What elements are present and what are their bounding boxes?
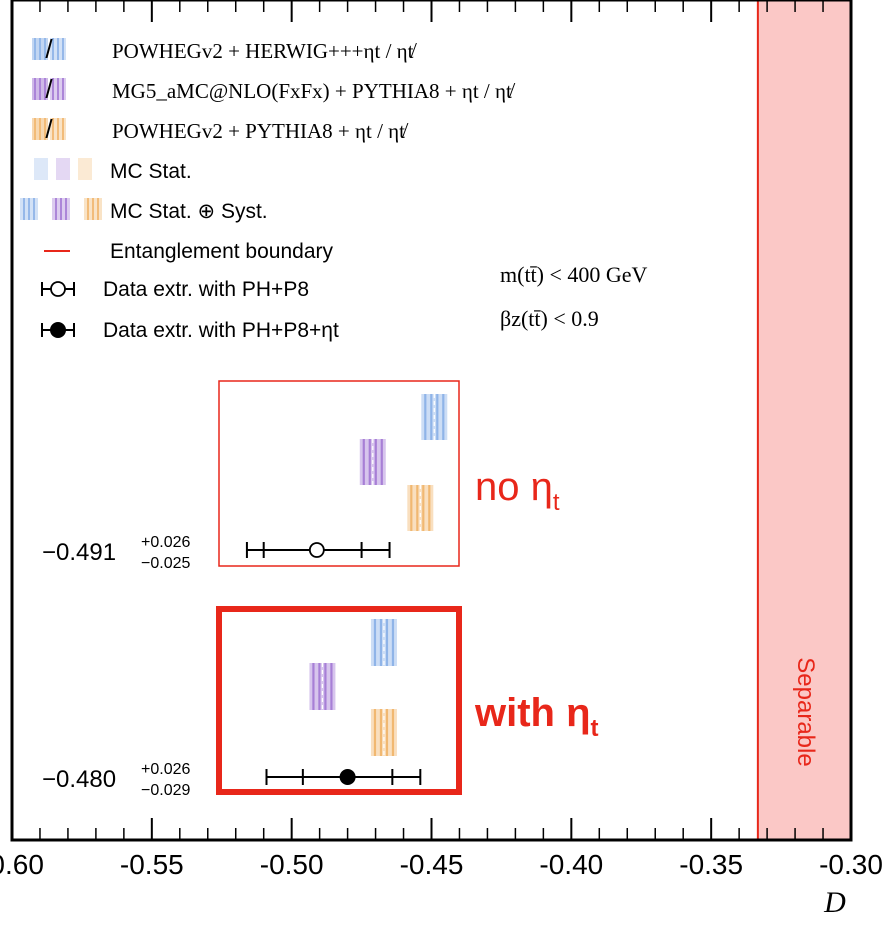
data-group: −0.480 +0.026 −0.029 with ηt [42,606,599,799]
x-tick-label: -0.45 [400,849,464,880]
x-tick-label: -0.35 [679,849,743,880]
legend: / POWHEGv2 + HERWIG+++ηt / ηt̸ / MG5_aMC@NL… [20,34,516,342]
legend-entry: MC Stat. ⊕ Syst. [20,198,268,223]
legend-label: MC Stat. [110,160,192,183]
group-highlight-box [216,606,462,795]
legend-slash: / [45,114,53,144]
group-label: no ηt [475,465,560,516]
legend-label: MG5_aMC@NLO(FxFx) + PYTHIA8 + ηt / ηt̸ [112,79,516,103]
x-ticks: -0.60 -0.55 -0.50 -0.45 -0.40 -0.35 -0.30 [0,0,883,880]
group-highlight-box [218,380,460,567]
mc-band [370,619,397,666]
data-error-up-label: +0.026 [141,761,190,778]
legend-marker [50,322,66,338]
separable-label: Separable [792,657,819,766]
legend-entry: Data extr. with PH+P8+ηt [41,319,339,342]
legend-entry: / POWHEGv2 + HERWIG+++ηt / ηt̸ [32,34,417,64]
legend-slash: / [45,34,53,64]
data-groups: −0.491 +0.026 −0.025 no ηt −0.480 +0.026 −0.02… [42,380,599,799]
legend-entry: / MG5_aMC@NLO(FxFx) + PYTHIA8 + ηt / ηt̸ [32,74,516,104]
data-point [308,542,325,558]
data-error-down-label: −0.025 [141,555,190,572]
mc-band [407,485,434,531]
data-error-up-label: +0.026 [141,534,190,551]
legend-slash: / [45,74,53,104]
legend-label: MC Stat. ⊕ Syst. [110,200,268,223]
legend-label: POWHEGv2 + HERWIG+++ηt / ηt̸ [112,39,417,63]
legend-label: Entanglement boundary [110,240,333,263]
data-point [339,769,356,785]
data-value-label: −0.480 [42,766,116,793]
cut-beta: βz(tt̄) < 0.9 [500,306,599,331]
legend-entry: / POWHEGv2 + PYTHIA8 + ηt / ηt̸ [32,114,409,144]
data-value-label: −0.491 [42,539,116,566]
x-axis-label: D [823,886,846,919]
legend-swatch [34,158,48,180]
group-label: with ηt [474,691,599,742]
x-tick-label: -0.60 [0,849,44,880]
mc-band [309,663,336,710]
legend-label: Data extr. with PH+P8+ηt [103,319,339,342]
legend-entry: Data extr. with PH+P8 [41,278,309,301]
data-error-down-label: −0.029 [141,782,190,799]
x-tick-label: -0.40 [539,849,603,880]
x-tick-label: -0.30 [819,849,883,880]
data-group: −0.491 +0.026 −0.025 no ηt [42,380,560,572]
legend-entry: MC Stat. [34,158,192,183]
legend-label: Data extr. with PH+P8 [103,278,309,301]
cut-mass: m(tt̄) < 400 GeV [500,262,648,287]
separable-region [757,0,851,840]
x-tick-label: -0.55 [120,849,184,880]
legend-swatch [78,158,92,180]
x-tick-label: -0.50 [260,849,324,880]
legend-swatch [56,158,70,180]
legend-label: POWHEGv2 + PYTHIA8 + ηt / ηt̸ [112,119,409,143]
mc-band [421,394,448,440]
legend-marker [50,281,66,297]
mc-band [370,709,397,756]
mc-band [359,439,386,485]
legend-entry: Entanglement boundary [44,240,333,263]
